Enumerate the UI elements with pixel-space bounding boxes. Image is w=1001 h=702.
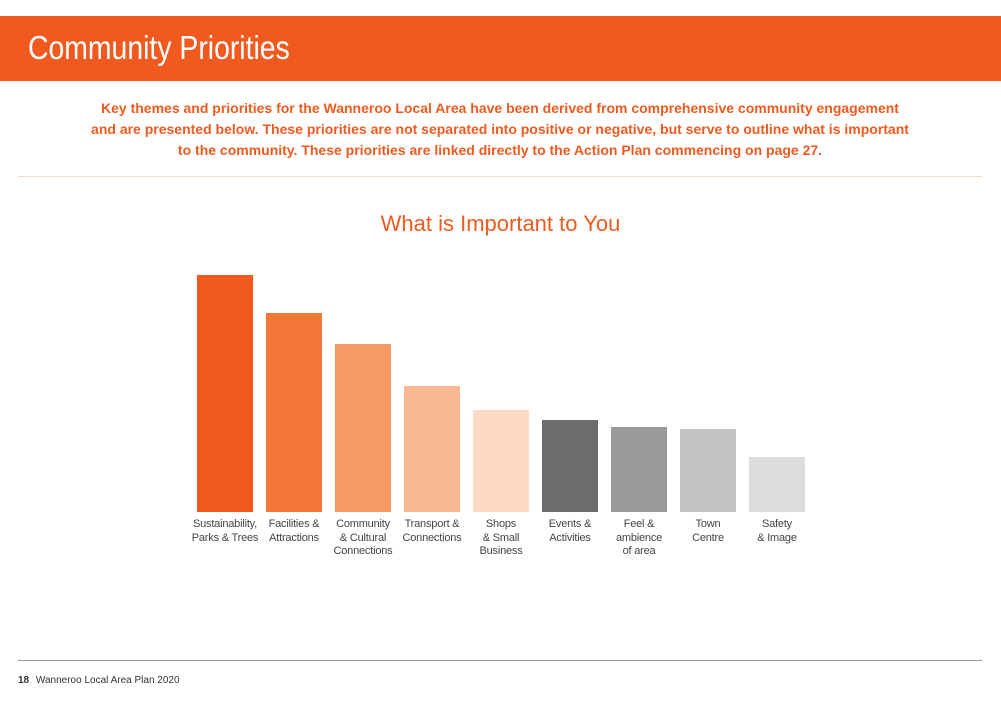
category-label-1: Facilities & Attractions: [254, 518, 334, 545]
category-label-8: Safety & Image: [737, 518, 817, 545]
category-label-line: Facilities &: [268, 518, 320, 530]
category-label-line: & Small: [482, 531, 520, 544]
page-number: 18: [18, 675, 30, 686]
category-label-line: Attractions: [269, 531, 319, 544]
category-label-line: & Cultural: [339, 531, 387, 544]
bar-8: [749, 457, 805, 512]
intro-line-3: to the community. These priorities are l…: [177, 142, 823, 158]
category-label-line: Sustainability,: [192, 518, 258, 530]
category-label-line: Town: [695, 518, 721, 530]
category-label-line: Connections: [402, 531, 462, 544]
page-title: Community Priorities: [28, 29, 290, 66]
bar-3: [404, 386, 460, 512]
category-label-3: Transport & Connections: [392, 518, 472, 545]
intro-line-1: Key themes and priorities for the Wanner…: [101, 100, 899, 116]
bar-6: [611, 427, 667, 512]
category-label-line: Feel &: [623, 518, 655, 530]
bar-2: [335, 344, 391, 512]
category-label-line: Activities: [549, 531, 591, 544]
category-label-4: Shops & Small Business: [461, 518, 541, 559]
bar-7: [680, 429, 736, 512]
header-banner: Community Priorities: [0, 16, 1001, 81]
category-label-line: & Image: [757, 531, 797, 544]
category-label-line: Connections: [333, 545, 393, 557]
intro-paragraph: Key themes and priorities for the Wanner…: [60, 98, 940, 161]
category-label-line: Events &: [548, 518, 592, 530]
category-label-line: Transport &: [404, 518, 460, 530]
category-label-0: Sustainability, Parks & Trees: [185, 518, 265, 545]
bottom-divider: [18, 660, 982, 661]
chart-title: What is Important to You: [380, 211, 621, 236]
category-label-line: Business: [479, 545, 523, 557]
category-label-line: Safety: [762, 518, 792, 530]
category-label-line: Community: [336, 518, 390, 530]
category-label-line: ambience: [615, 531, 663, 544]
category-label-line: Centre: [692, 531, 724, 544]
category-label-line: of area: [622, 545, 656, 557]
intro-line-2: and are presented below. These prioritie…: [91, 121, 909, 137]
bar-0: [197, 275, 253, 512]
page-footer: 18 Wanneroo Local Area Plan 2020: [18, 674, 180, 688]
document-title: Wanneroo Local Area Plan 2020: [35, 675, 180, 686]
category-label-line: Parks & Trees: [191, 531, 259, 544]
category-label-5: Events & Activities: [530, 518, 610, 545]
category-label-7: Town Centre: [668, 518, 748, 545]
bar-4: [473, 410, 529, 512]
category-label-6: Feel & ambience of area: [599, 518, 679, 559]
bar-1: [266, 313, 322, 512]
category-label-line: Shops: [485, 518, 517, 530]
top-divider: [18, 176, 982, 177]
category-label-2: Community & Cultural Connections: [323, 518, 403, 559]
bar-5: [542, 420, 598, 512]
